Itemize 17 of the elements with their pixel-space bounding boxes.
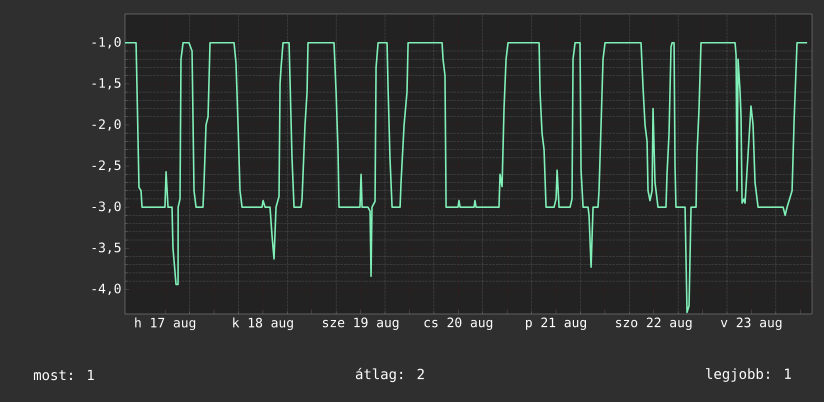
x-tick-label: v 23 aug	[720, 318, 782, 330]
y-tick-label: -4,0	[92, 284, 121, 296]
text: átlag: 2	[356, 368, 424, 382]
text: legjobb: 1	[706, 368, 791, 382]
x-tick-label: k 18 aug	[233, 318, 293, 330]
y-tick-label: -3,0	[92, 201, 121, 213]
x-tick-label: szo 22 aug	[616, 318, 692, 330]
x-tick-label: p 21 aug	[526, 318, 586, 330]
x-tick-label: h 17 aug	[135, 318, 196, 330]
y-tick-label: -3,5	[92, 242, 120, 254]
y-tick-label: -2,0	[92, 119, 121, 131]
x-tick-label: sze 19 aug	[322, 318, 398, 330]
y-tick-label: -1,0	[92, 37, 121, 48]
text: most: 1	[34, 370, 94, 380]
y-tick-label: -1,5	[92, 78, 120, 90]
y-tick-label: -2,5	[92, 160, 120, 172]
x-tick-label: cs 20 aug	[424, 318, 492, 330]
